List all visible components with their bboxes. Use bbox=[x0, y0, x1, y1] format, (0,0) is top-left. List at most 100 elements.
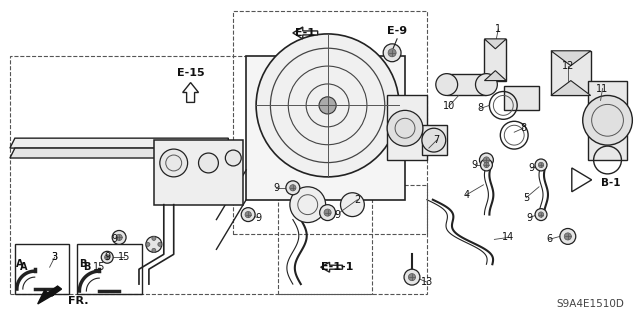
Circle shape bbox=[538, 162, 544, 168]
Circle shape bbox=[146, 236, 162, 252]
Circle shape bbox=[436, 74, 458, 95]
Circle shape bbox=[101, 251, 113, 263]
Text: 8: 8 bbox=[520, 123, 526, 133]
Text: 9: 9 bbox=[472, 160, 477, 170]
Text: 13: 13 bbox=[420, 277, 433, 287]
Text: 9: 9 bbox=[335, 210, 340, 219]
Polygon shape bbox=[484, 39, 506, 49]
Text: 9: 9 bbox=[111, 234, 117, 244]
Circle shape bbox=[388, 49, 396, 57]
Circle shape bbox=[225, 150, 241, 166]
Bar bbox=[422, 125, 447, 155]
Circle shape bbox=[112, 231, 126, 244]
Circle shape bbox=[319, 205, 335, 220]
Circle shape bbox=[564, 233, 572, 240]
Circle shape bbox=[306, 84, 349, 127]
Circle shape bbox=[582, 95, 632, 145]
Circle shape bbox=[484, 162, 489, 168]
Text: 9: 9 bbox=[273, 183, 279, 193]
Text: 10: 10 bbox=[443, 101, 455, 111]
Text: 9: 9 bbox=[528, 163, 534, 173]
Text: 12: 12 bbox=[562, 61, 574, 71]
Text: S9A4E1510D: S9A4E1510D bbox=[556, 299, 624, 309]
Circle shape bbox=[286, 181, 300, 195]
Polygon shape bbox=[572, 168, 591, 192]
Text: 3: 3 bbox=[52, 252, 58, 262]
Text: B: B bbox=[83, 262, 90, 272]
Circle shape bbox=[476, 74, 497, 95]
Text: B: B bbox=[79, 259, 86, 269]
Text: 5: 5 bbox=[523, 193, 529, 203]
Text: 6: 6 bbox=[546, 234, 552, 244]
Bar bbox=[10, 56, 372, 294]
Text: 9: 9 bbox=[255, 212, 261, 223]
Bar bbox=[278, 185, 427, 294]
Bar bbox=[15, 244, 70, 294]
Text: E-9: E-9 bbox=[387, 26, 407, 36]
Circle shape bbox=[535, 209, 547, 220]
Bar bbox=[234, 11, 427, 234]
Circle shape bbox=[387, 110, 423, 146]
Polygon shape bbox=[10, 148, 228, 158]
Text: 1: 1 bbox=[495, 24, 501, 34]
Bar bbox=[246, 56, 405, 200]
Text: 9: 9 bbox=[104, 252, 110, 262]
Polygon shape bbox=[551, 51, 591, 66]
Bar bbox=[154, 140, 243, 205]
Text: E-1: E-1 bbox=[295, 28, 315, 38]
Polygon shape bbox=[10, 138, 228, 148]
Circle shape bbox=[340, 193, 364, 217]
Polygon shape bbox=[551, 81, 591, 95]
Circle shape bbox=[319, 97, 336, 114]
Circle shape bbox=[422, 128, 445, 152]
Circle shape bbox=[104, 255, 110, 260]
Text: 11: 11 bbox=[596, 84, 609, 93]
Polygon shape bbox=[293, 27, 317, 39]
Bar bbox=[588, 81, 627, 160]
Circle shape bbox=[152, 236, 156, 241]
Bar bbox=[551, 51, 591, 95]
Circle shape bbox=[146, 242, 150, 246]
Circle shape bbox=[535, 159, 547, 171]
Circle shape bbox=[479, 153, 493, 167]
Circle shape bbox=[483, 157, 490, 163]
Circle shape bbox=[158, 242, 162, 246]
Bar bbox=[504, 85, 539, 110]
Polygon shape bbox=[182, 83, 198, 102]
Polygon shape bbox=[38, 286, 61, 304]
Text: 15: 15 bbox=[93, 262, 106, 272]
Text: 14: 14 bbox=[502, 233, 515, 242]
Circle shape bbox=[290, 187, 326, 223]
Circle shape bbox=[160, 149, 188, 177]
Text: 8: 8 bbox=[477, 103, 484, 113]
Circle shape bbox=[241, 208, 255, 221]
Circle shape bbox=[290, 185, 296, 191]
Bar bbox=[77, 244, 142, 294]
Circle shape bbox=[404, 269, 420, 285]
Circle shape bbox=[256, 34, 399, 177]
Text: 4: 4 bbox=[463, 190, 470, 200]
Text: 3: 3 bbox=[52, 252, 58, 262]
Bar bbox=[447, 74, 486, 95]
Circle shape bbox=[481, 159, 492, 171]
Text: 7: 7 bbox=[434, 135, 440, 145]
Polygon shape bbox=[484, 70, 506, 81]
Circle shape bbox=[408, 274, 415, 281]
Text: 9: 9 bbox=[526, 212, 532, 223]
Text: FR.: FR. bbox=[67, 296, 88, 306]
Polygon shape bbox=[321, 262, 342, 272]
Text: 15: 15 bbox=[118, 252, 131, 262]
Bar bbox=[387, 95, 427, 160]
Text: A: A bbox=[16, 259, 24, 269]
Circle shape bbox=[152, 249, 156, 252]
Circle shape bbox=[116, 234, 122, 241]
Text: 2: 2 bbox=[355, 195, 360, 205]
Text: E-15: E-15 bbox=[177, 68, 204, 78]
Bar bbox=[484, 39, 506, 81]
Circle shape bbox=[383, 44, 401, 62]
Text: B-1: B-1 bbox=[600, 178, 620, 188]
Circle shape bbox=[538, 212, 544, 217]
Circle shape bbox=[245, 211, 252, 218]
Text: E-1-1: E-1-1 bbox=[321, 262, 354, 272]
Text: A: A bbox=[20, 262, 28, 272]
